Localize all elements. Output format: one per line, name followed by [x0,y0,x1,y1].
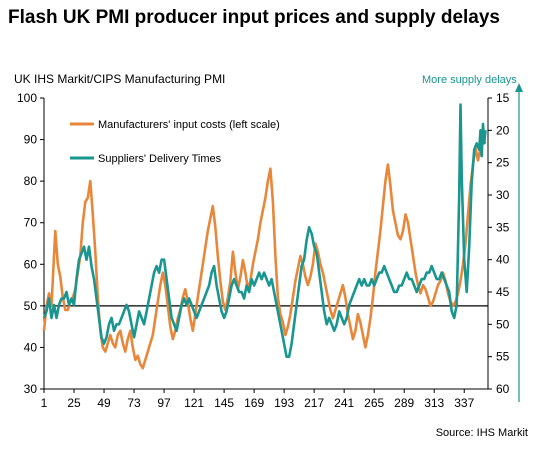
x-tick-label: 241 [334,396,354,410]
left-tick-label: 100 [17,91,37,105]
series-layer [42,103,487,370]
x-tick-label: 337 [454,396,474,410]
series-line-input-costs [42,138,487,370]
right-tick-label: 55 [496,350,510,364]
x-tick-label: 193 [274,396,294,410]
x-tick-label: 265 [364,396,384,410]
left-tick-label: 30 [24,382,38,396]
ticks-layer: 30 40 50 60 70 80 90 100 15 20 25 30 35 40 45 50 55 60 1 25… [17,91,510,410]
left-axis-label: UK IHS Markit/CIPS Manufacturing PMI [14,72,225,86]
right-tick-label: 25 [496,156,510,170]
source-note: Source: IHS Markit [436,427,528,439]
series-line-delivery-times [42,103,487,358]
x-tick-label: 145 [214,396,234,410]
left-tick-label: 90 [24,133,38,147]
left-tick-label: 40 [24,340,38,354]
right-axis-label: More supply delays [422,74,517,86]
axes-layer [43,98,489,390]
x-tick-label: 49 [97,396,111,410]
right-tick-label: 30 [496,188,510,202]
x-tick-label: 1 [41,396,48,410]
left-tick-label: 60 [24,257,38,271]
left-tick-label: 50 [24,299,38,313]
x-tick-label: 313 [424,396,444,410]
left-tick-label: 80 [24,174,38,188]
x-tick-label: 97 [157,396,171,410]
up-arrow-icon [515,83,523,402]
legend: Manufacturers' input costs (left scale) … [70,119,280,165]
x-tick-label: 289 [394,396,414,410]
x-tick-label: 169 [244,396,264,410]
right-tick-label: 35 [496,220,510,234]
x-tick-label: 25 [67,396,81,410]
right-tick-label: 40 [496,253,510,267]
right-tick-label: 45 [496,285,510,299]
chart-title: Flash UK PMI producer input prices and s… [8,7,500,28]
right-tick-label: 50 [496,317,510,331]
legend-label-delivery-times: Suppliers' Delivery Times [98,153,222,165]
right-tick-label: 15 [496,91,510,105]
x-tick-label: 217 [304,396,324,410]
right-tick-label: 60 [496,382,510,396]
legend-label-input-costs: Manufacturers' input costs (left scale) [98,119,280,131]
x-tick-label: 121 [184,396,204,410]
left-tick-label: 70 [24,216,38,230]
right-tick-label: 20 [496,123,510,137]
x-tick-label: 73 [127,396,141,410]
